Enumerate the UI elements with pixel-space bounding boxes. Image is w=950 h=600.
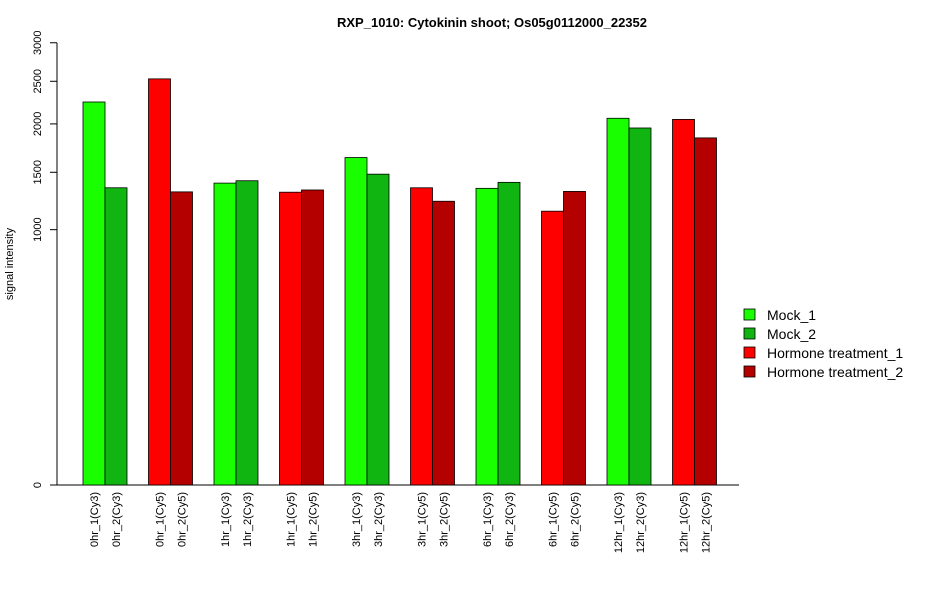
bar: [432, 200, 455, 486]
bar: [104, 187, 128, 486]
bar: [82, 101, 106, 486]
legend-swatch: [743, 308, 756, 321]
x-tick-label: 6hr_2(Cy5): [570, 492, 582, 547]
bar: [541, 210, 564, 486]
x-tick-label: 6hr_2(Cy3): [504, 492, 516, 547]
legend: Mock_1 Mock_2 Hormone treatment_1 Hormone t…: [743, 307, 903, 380]
legend-label: Hormone treatment_1: [767, 345, 903, 361]
y-tick-label: 1500: [32, 160, 44, 184]
y-tick-label: 1000: [32, 217, 44, 241]
x-tick-label: 0hr_1(Cy3): [89, 492, 101, 547]
x-tick-label: 12hr_1(Cy5): [679, 492, 691, 553]
x-tick-label: 12hr_1(Cy3): [613, 492, 625, 553]
x-tick-label: 0hr_2(Cy5): [177, 492, 189, 547]
legend-label: Mock_2: [767, 326, 816, 342]
bar: [235, 180, 259, 486]
bar: [694, 137, 717, 486]
legend-swatch: [743, 346, 756, 359]
bar: [344, 157, 368, 486]
x-tick-label: 3hr_1(Cy5): [417, 492, 429, 547]
bar: [148, 78, 171, 486]
legend-swatch: [743, 327, 756, 340]
x-tick-label: 12hr_2(Cy5): [701, 492, 713, 553]
x-tick-label: 1hr_2(Cy3): [242, 492, 254, 547]
bar: [301, 189, 324, 486]
bar: [563, 191, 586, 486]
bar: [279, 191, 302, 486]
x-tick-label: 6hr_1(Cy3): [482, 492, 494, 547]
x-tick-label: 3hr_2(Cy3): [373, 492, 385, 547]
x-tick-label: 1hr_1(Cy5): [286, 492, 298, 547]
chart-title: RXP_1010: Cytokinin shoot; Os05g0112000_…: [337, 15, 647, 30]
x-tick-label: 6hr_1(Cy5): [548, 492, 560, 547]
y-axis: 0 1000 1500 2000 2500 3000: [32, 31, 58, 488]
bar: [170, 191, 193, 486]
x-tick-label: 3hr_2(Cy5): [439, 492, 451, 547]
bar: [628, 127, 652, 486]
bar: [606, 117, 630, 486]
bars: [82, 78, 717, 486]
x-tick-label: 0hr_1(Cy5): [155, 492, 167, 547]
x-tick-label: 3hr_1(Cy3): [351, 492, 363, 547]
y-tick-label: 2000: [32, 112, 44, 136]
x-tick-label: 1hr_1(Cy3): [220, 492, 232, 547]
x-tick-labels: 0hr_1(Cy3) 0hr_2(Cy3) 0hr_1(Cy5) 0hr_2(Cy5)…: [89, 492, 713, 553]
legend-label: Mock_1: [767, 307, 816, 323]
bar: [213, 182, 237, 486]
x-tick-label: 0hr_2(Cy3): [111, 492, 123, 547]
legend-label: Hormone treatment_2: [767, 364, 903, 380]
bar: [475, 187, 499, 486]
bar: [366, 173, 390, 486]
x-tick-label: 12hr_2(Cy3): [635, 492, 647, 553]
y-tick-label: 2500: [32, 69, 44, 93]
bar: [672, 119, 695, 486]
legend-swatch: [743, 365, 756, 378]
x-tick-label: 1hr_2(Cy5): [308, 492, 320, 547]
y-axis-label: signal intensity: [4, 227, 16, 300]
y-tick-label: 0: [32, 482, 44, 488]
bar: [497, 181, 521, 486]
bar: [410, 187, 433, 486]
y-tick-label: 3000: [32, 31, 44, 55]
